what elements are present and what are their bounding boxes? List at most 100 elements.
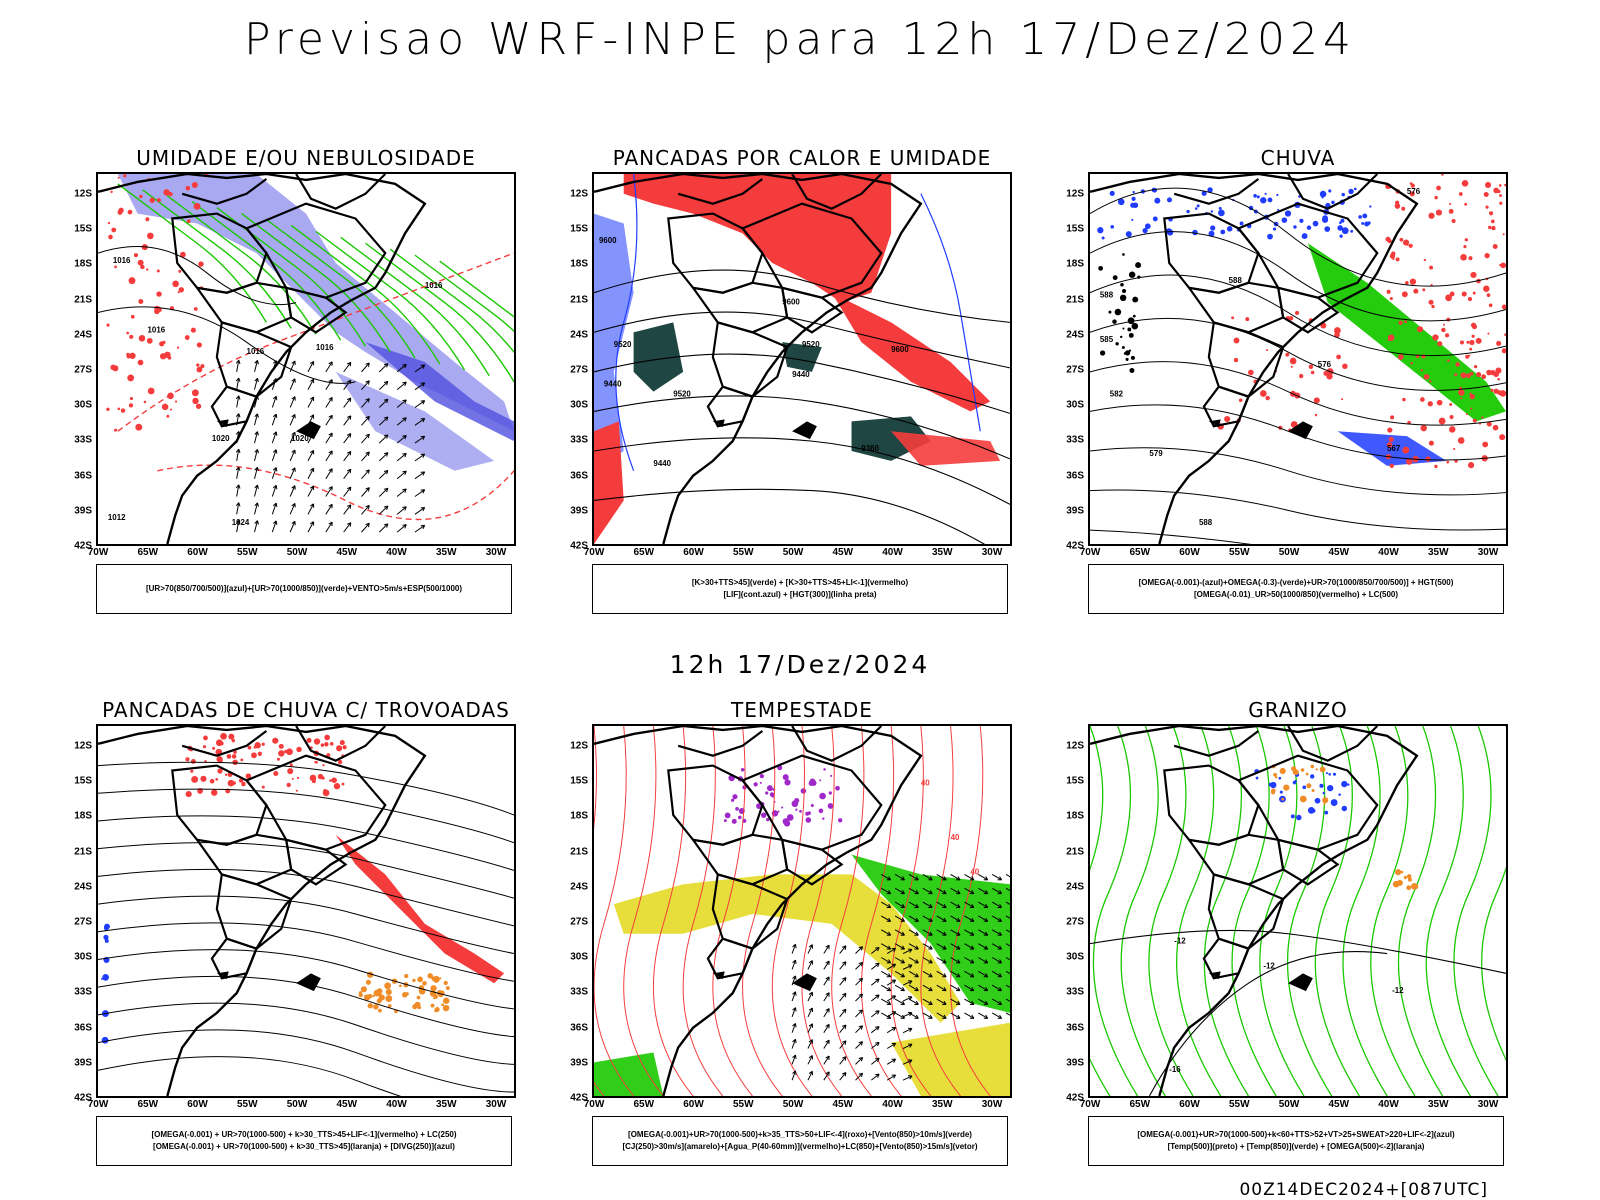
- map-umidade[interactable]: 1016 1016 1016 1020 1020 1024 1016 1016 1012: [96, 172, 516, 546]
- wind-vector: [908, 887, 919, 895]
- rain-red-dot: [1410, 183, 1415, 188]
- wind-vector-head: [383, 434, 389, 439]
- storm-purple-dot: [771, 794, 775, 798]
- rain-red-dot: [1387, 427, 1393, 433]
- wind-vector-head: [792, 1023, 797, 1028]
- omega-blue-dot: [1324, 226, 1331, 232]
- omega-blue-dot: [1340, 218, 1345, 223]
- wind-vector: [839, 1008, 847, 1018]
- thunder-red-dot: [329, 779, 332, 782]
- lon-tick-label: 45W: [336, 547, 358, 558]
- legend-box: [UR>70(850/700/500)](azul)+[UR>70(1000/8…: [96, 564, 512, 614]
- humidity-blue-area: [335, 371, 495, 471]
- state-border: [1202, 937, 1250, 980]
- lon-tick-label: 30W: [981, 547, 1003, 558]
- lon-tick-label: 45W: [336, 1099, 358, 1110]
- map-granizo[interactable]: -12 -12 -12 -16: [1088, 724, 1508, 1098]
- omega-blue-dot: [1267, 233, 1273, 240]
- lon-tick-label: 65W: [633, 1099, 655, 1110]
- lon-tick-label: 45W: [832, 1099, 854, 1110]
- wind-vector-head: [914, 1014, 919, 1019]
- thunder-red-dot: [329, 742, 334, 746]
- wind-vector-head: [402, 399, 407, 404]
- wind-vector-head: [956, 1014, 961, 1019]
- hail-blue-dot: [1296, 814, 1302, 821]
- storm-purple-dot: [784, 779, 791, 786]
- wind-vector-head: [997, 890, 1003, 895]
- wind-vector: [922, 901, 933, 908]
- map-tempestade[interactable]: 40 40 40: [592, 724, 1012, 1098]
- wind-vector: [325, 397, 333, 408]
- rain-red-dot: [1488, 225, 1492, 230]
- omega-blue-dot: [1142, 228, 1148, 234]
- lon-tick-label: 50W: [1278, 1099, 1300, 1110]
- rain-red-dot: [1497, 377, 1501, 381]
- legend-box: [OMEGA(-0.001) + UR>70(1000-500) + k>30_…: [96, 1116, 512, 1166]
- wind-vector-head: [858, 946, 864, 951]
- omega-orange-dot: [1299, 795, 1307, 803]
- rain-red-dot: [1224, 415, 1231, 423]
- wind-vector-head: [254, 520, 259, 525]
- map-pancadas-calor[interactable]: 9600 9600 9520 9520 9520 9440 9440 9600 9360 9440: [592, 172, 1012, 546]
- rain-red-dot: [1413, 288, 1419, 294]
- rain-red-dot: [1409, 278, 1417, 285]
- rain-red-dot: [1299, 373, 1304, 379]
- lagoon: [1288, 421, 1313, 440]
- hgt-300-contour: [594, 353, 1010, 414]
- wind-vector: [871, 978, 880, 986]
- thunder-red-dot: [289, 763, 293, 767]
- lon-axis: 70W 65W 60W 55W 50W 45W 40W 35W 30W: [1080, 546, 1508, 560]
- wind-vector-head: [792, 959, 797, 965]
- wind-vector-head: [291, 503, 296, 508]
- storm-purple-dot: [800, 788, 807, 794]
- wind-vector: [880, 887, 891, 895]
- lat-tick-label: 24S: [570, 329, 588, 341]
- temp-500-contour: [1148, 951, 1388, 1096]
- rain-red-dot: [1438, 417, 1446, 425]
- lat-tick-label: 18S: [570, 258, 588, 270]
- humidity-green-contour: [290, 224, 441, 365]
- map-pancadas-trovoadas[interactable]: [96, 724, 516, 1098]
- hgt-300-contour: [594, 437, 1010, 505]
- lon-tick-label: 70W: [1079, 547, 1101, 558]
- thunder-red-band: [335, 834, 505, 984]
- wind-vector-head: [956, 945, 961, 950]
- wind-vector: [991, 915, 1002, 922]
- rain-red-dot: [1231, 316, 1235, 320]
- wind-vector-head: [858, 993, 864, 999]
- wind-vector: [254, 449, 258, 462]
- wind-vector: [289, 521, 296, 533]
- red-contour-dot: [196, 342, 202, 348]
- rain-red-dot: [1463, 244, 1467, 249]
- contour-label: 1016: [148, 325, 166, 334]
- wind-vector: [823, 976, 830, 986]
- wind-vector-head: [365, 362, 370, 367]
- wind-vector: [894, 957, 905, 964]
- wind-vector: [343, 486, 352, 497]
- lat-tick-label: 21S: [570, 294, 588, 306]
- rain-red-dot: [1420, 424, 1427, 432]
- wind-vector-head: [272, 520, 278, 525]
- rain-red-dot: [1498, 184, 1502, 187]
- wind-vector: [922, 915, 933, 922]
- wind-vector: [807, 1007, 813, 1018]
- lat-tick-label: 39S: [1066, 505, 1084, 517]
- map-chuva[interactable]: 588 588 585 576 582 579 576 567 588: [1088, 172, 1508, 546]
- wind-vector-head: [983, 945, 989, 950]
- precip-water-contour: [890, 726, 932, 1096]
- rain-red-dot: [1468, 462, 1475, 469]
- streamline: [98, 761, 514, 816]
- rain-red-dot: [1288, 316, 1294, 321]
- wind-vector: [325, 432, 333, 444]
- lon-tick-label: 70W: [1079, 1099, 1101, 1110]
- rain-red-dot: [1458, 192, 1463, 196]
- terrain-contour-dot: [1122, 327, 1125, 330]
- wind-vector: [871, 1073, 880, 1081]
- rain-red-dot: [1461, 179, 1469, 187]
- storm-purple-dot: [793, 803, 796, 806]
- wind-vector: [964, 970, 975, 978]
- state-border: [1276, 838, 1340, 886]
- lat-tick-label: 36S: [74, 1022, 92, 1034]
- wind-vector: [922, 1012, 933, 1019]
- omega-blue-dot: [1367, 221, 1371, 225]
